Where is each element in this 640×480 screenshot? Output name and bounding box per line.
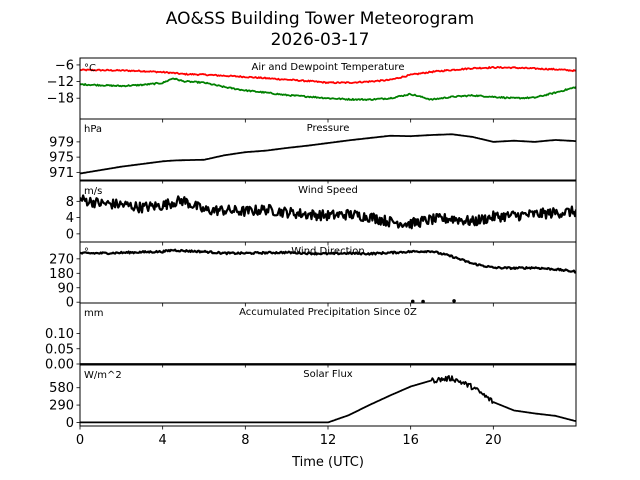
solar-flux-panel-title: Solar Flux xyxy=(303,369,353,380)
pressure-y-tick-label: 975 xyxy=(49,151,74,166)
wind-direction-series-0 xyxy=(80,248,576,274)
wind-speed-unit-label: m/s xyxy=(84,186,102,197)
x-tick-label: 12 xyxy=(320,433,337,448)
pressure-unit-label: hPa xyxy=(84,124,102,135)
wind-direction-outlier-point xyxy=(421,299,425,303)
precipitation-y-tick-label: 0.00 xyxy=(45,358,74,373)
temperature-series-0 xyxy=(80,66,576,85)
temperature-unit-label: °C xyxy=(84,63,96,74)
panel-wind-speed: 840 m/s Wind Speed xyxy=(66,180,577,246)
pressure-series-0 xyxy=(80,133,576,175)
temperature-series-1 xyxy=(80,77,576,102)
wind-direction-plot-area xyxy=(80,248,576,303)
solar-flux-y-tick-label: 580 xyxy=(49,381,74,396)
x-tick-label: 4 xyxy=(159,433,167,448)
x-tick-label: 20 xyxy=(485,433,502,448)
temperature-y-tick-label: −6 xyxy=(55,58,74,73)
x-tick-label: 0 xyxy=(76,433,84,448)
wind-direction-y-tick-label: 0 xyxy=(66,296,74,311)
wind-speed-y-tick-label: 8 xyxy=(66,195,74,210)
x-axis-label: Time (UTC) xyxy=(291,455,364,470)
wind-speed-y-tick-label: 0 xyxy=(66,227,74,242)
solar-flux-series-0 xyxy=(80,374,576,424)
wind-speed-y-tick-label: 4 xyxy=(66,211,74,226)
precipitation-y-tick-label: 0.05 xyxy=(45,342,74,357)
temperature-plot-area xyxy=(80,66,576,102)
chart-subtitle: 2026-03-17 xyxy=(271,30,370,50)
pressure-y-tick-label: 971 xyxy=(49,166,74,181)
wind-direction-y-tick-label: 90 xyxy=(57,281,74,296)
panel-precipitation: 0.100.050.00 mm Accumulated Precipitation … xyxy=(45,302,577,373)
wind-direction-panel-title: Wind Direction xyxy=(291,246,365,257)
wind-speed-plot-area xyxy=(80,194,576,230)
wind-direction-outlier-point xyxy=(452,299,456,303)
pressure-y-tick-label: 979 xyxy=(49,135,74,150)
precipitation-y-tick-label: 0.10 xyxy=(45,327,74,342)
wind-speed-panel-title: Wind Speed xyxy=(298,185,358,196)
temperature-y-tick-label: −12 xyxy=(47,75,74,90)
x-tick-label: 16 xyxy=(402,433,419,448)
wind-direction-y-tick-label: 180 xyxy=(49,267,74,282)
temperature-panel-title: Air and Dewpoint Temperature xyxy=(252,62,405,73)
precipitation-unit-label: mm xyxy=(84,308,103,319)
solar-flux-y-tick-label: 0 xyxy=(66,416,74,431)
wind-direction-unit-label: ° xyxy=(84,247,89,258)
pressure-plot-area xyxy=(80,133,576,175)
x-tick-label: 8 xyxy=(241,433,249,448)
wind-direction-outlier-point xyxy=(410,299,415,303)
solar-flux-y-tick-label: 290 xyxy=(49,399,74,414)
panel-temperature: −6 −12 −18 °C Air and Dewpoint Temperature xyxy=(47,57,577,123)
precipitation-panel-title: Accumulated Precipitation Since 0Z xyxy=(239,307,417,318)
wind-direction-y-tick-label: 270 xyxy=(49,252,74,267)
temperature-y-tick-label: −18 xyxy=(47,92,74,107)
pressure-panel-title: Pressure xyxy=(307,123,350,134)
panels-group: −6 −12 −18 °C Air and Dewpoint Temperature 97… xyxy=(45,57,577,431)
solar-flux-unit-label: W/m^2 xyxy=(84,370,122,381)
solar-flux-plot-area xyxy=(80,374,576,424)
wind-speed-series-0 xyxy=(80,194,576,230)
x-axis: 0 4 8 12 16 20 xyxy=(76,433,502,448)
chart-title: AO&SS Building Tower Meteorogram xyxy=(166,9,474,29)
panel-solar-flux: 580 290 0 W/m^2 Solar Flux xyxy=(49,364,577,431)
